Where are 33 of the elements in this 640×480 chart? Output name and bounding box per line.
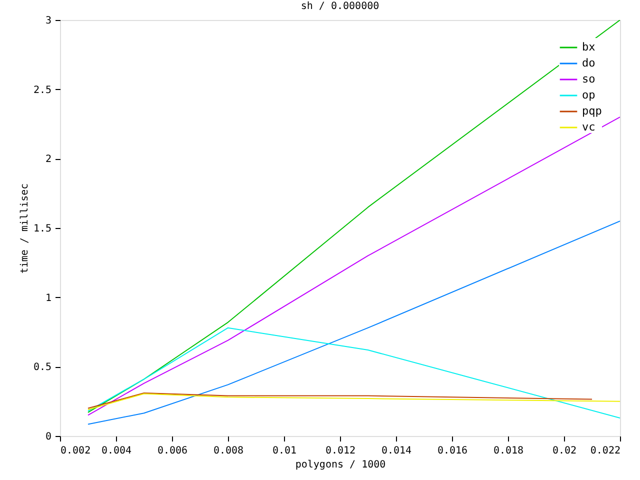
x-tick-label: 0.01 xyxy=(272,446,297,456)
x-tick-label: 0.018 xyxy=(493,446,524,456)
y-tick-label: 1.5 xyxy=(33,224,52,234)
y-axis-title: time / millisec xyxy=(19,183,30,274)
line-series xyxy=(88,392,592,409)
y-tick-label: 3 xyxy=(45,16,52,26)
chart-title: sh / 0.000000 xyxy=(300,1,380,12)
x-tick-label: 0.022 xyxy=(590,446,620,456)
line-series xyxy=(88,327,620,418)
y-tick-label: 0.5 xyxy=(33,362,52,374)
y-tick-label: 2 xyxy=(45,154,52,166)
x-tick-label: 0.006 xyxy=(157,446,188,456)
legend-label: do xyxy=(582,56,596,70)
line-series xyxy=(88,20,620,413)
x-axis-title: polygons / 1000 xyxy=(295,460,386,470)
legend-label: pqp xyxy=(582,104,602,118)
y-tick-label: 2.5 xyxy=(33,84,52,96)
legend-label: op xyxy=(582,88,596,102)
line-series xyxy=(88,116,620,416)
x-tick-label: 0.012 xyxy=(325,446,356,456)
x-tick-label: 0.004 xyxy=(101,446,132,456)
x-tick-label: 0.02 xyxy=(552,446,577,456)
y-tick-label: 0 xyxy=(45,432,52,442)
y-tick-label: 1 xyxy=(45,292,52,304)
line-series xyxy=(88,393,620,410)
x-tick-label: 0.014 xyxy=(381,446,412,456)
x-tick-label: 0.008 xyxy=(213,446,244,456)
legend-label: bx xyxy=(582,40,596,54)
x-tick-label: 0.002 xyxy=(60,446,91,456)
legend-label: so xyxy=(582,72,596,86)
x-tick-label: 0.016 xyxy=(437,446,468,456)
line-series xyxy=(88,220,620,425)
legend-label: vc xyxy=(582,120,596,134)
